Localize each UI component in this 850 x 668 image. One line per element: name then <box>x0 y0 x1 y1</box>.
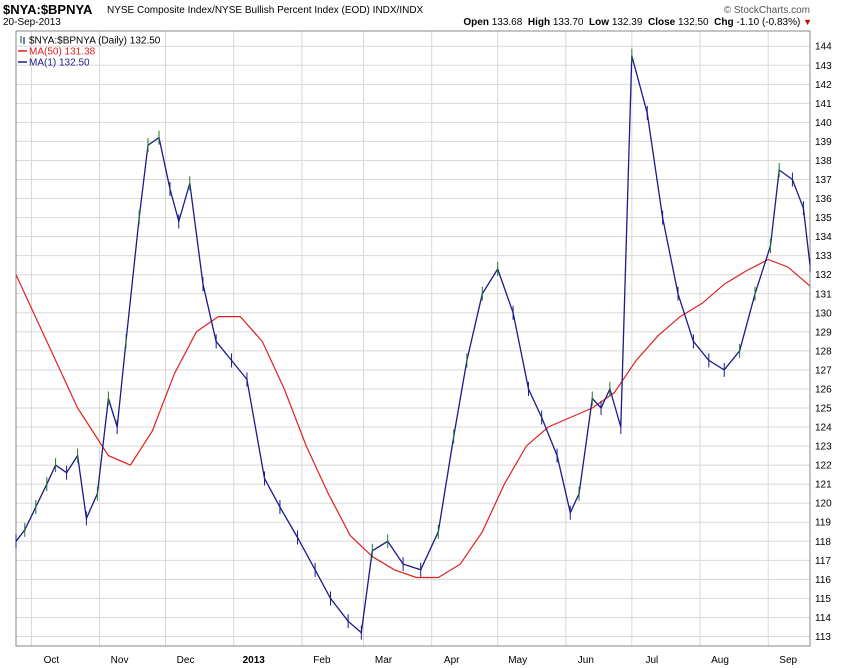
price-line <box>15 55 811 634</box>
y-tick-label: 128 <box>815 346 832 357</box>
low-value: 132.39 <box>611 17 643 28</box>
x-tick-label: Jul <box>645 655 658 666</box>
y-tick-label: 125 <box>815 403 832 414</box>
high-label: High <box>527 17 551 28</box>
legend-entry: $NYA:$BPNYA (Daily) 132.50 <box>29 36 161 47</box>
x-tick-label: Nov <box>111 655 129 666</box>
x-tick-label: Sep <box>779 655 797 666</box>
legend-entry: MA(50) 131.38 <box>29 47 96 58</box>
x-tick-label: Jun <box>578 655 594 666</box>
x-tick-label: Apr <box>444 655 460 666</box>
chart-grid <box>16 31 810 646</box>
y-tick-label: 136 <box>815 194 832 205</box>
y-tick-label: 116 <box>815 575 831 586</box>
price-series <box>15 48 811 640</box>
x-tick-label: 2013 <box>243 655 266 666</box>
x-tick-label: Oct <box>44 655 60 666</box>
down-arrow-icon: ▼ <box>803 17 812 27</box>
x-tick-label: May <box>508 655 527 666</box>
x-axis: Oct Nov Dec 2013 Feb Mar Apr May Jun Jul Aug Sep <box>44 655 798 666</box>
y-tick-label: 138 <box>815 156 832 167</box>
y-tick-label: 134 <box>815 232 832 243</box>
y-tick-label: 117 <box>815 556 831 567</box>
open-value: 133.68 <box>491 17 523 28</box>
plot-frame <box>15 30 811 647</box>
low-label: Low <box>589 17 610 28</box>
brand-watermark: © StockCharts.com <box>723 5 810 16</box>
y-tick-label: 135 <box>815 213 832 224</box>
y-tick-label: 119 <box>815 518 831 529</box>
chart-date: 20-Sep-2013 <box>3 17 61 28</box>
y-tick-label: 123 <box>815 442 832 453</box>
y-tick-label: 142 <box>815 80 832 91</box>
y-tick-label: 140 <box>815 118 832 129</box>
ma50-line <box>15 258 811 579</box>
open-label: Open <box>463 17 489 28</box>
close-label: Close <box>647 17 676 28</box>
x-tick-label: Dec <box>177 655 195 666</box>
y-tick-label: 129 <box>815 327 832 338</box>
x-tick-label: Aug <box>711 655 729 666</box>
y-tick-label: 114 <box>815 613 831 624</box>
y-tick-label: 120 <box>815 499 832 510</box>
y-tick-label: 121 <box>815 480 832 491</box>
close-value: 132.50 <box>677 17 709 28</box>
y-axis: 113 114 115 116 117 118 119 120 121 122 123 124 125 1… <box>815 42 832 643</box>
y-tick-label: 115 <box>815 594 831 605</box>
ma50-series <box>15 258 811 579</box>
y-tick-label: 113 <box>815 632 831 643</box>
y-tick-label: 124 <box>815 423 832 434</box>
chart-header: $NYA:$BPNYA NYSE Composite Index/NYSE Bu… <box>0 0 850 30</box>
y-tick-label: 139 <box>815 137 832 148</box>
y-tick-label: 131 <box>815 289 832 300</box>
x-tick-label: Mar <box>375 655 393 666</box>
chart-symbol: $NYA:$BPNYA <box>3 2 93 17</box>
legend-entry: MA(1) 132.50 <box>29 58 90 69</box>
high-value: 133.70 <box>552 17 584 28</box>
y-tick-label: 141 <box>815 99 832 110</box>
y-tick-label: 126 <box>815 384 832 395</box>
chart-description: NYSE Composite Index/NYSE Bullish Percen… <box>107 5 424 16</box>
y-tick-label: 137 <box>815 175 832 186</box>
y-tick-label: 127 <box>815 365 832 376</box>
y-tick-label: 122 <box>815 461 832 472</box>
y-tick-label: 130 <box>815 308 832 319</box>
y-tick-label: 118 <box>815 537 831 548</box>
chg-label: Chg <box>714 17 734 28</box>
y-tick-label: 143 <box>815 61 832 72</box>
y-tick-label: 132 <box>815 270 832 281</box>
ohlc-readout: Open 133.68 High 133.70 Low 132.39 Close… <box>463 17 812 28</box>
chg-value: -1.10 (-0.83%) <box>736 17 801 28</box>
x-tick-label: Feb <box>313 655 331 666</box>
y-tick-label: 133 <box>815 251 832 262</box>
y-tick-label: 144 <box>815 42 832 53</box>
